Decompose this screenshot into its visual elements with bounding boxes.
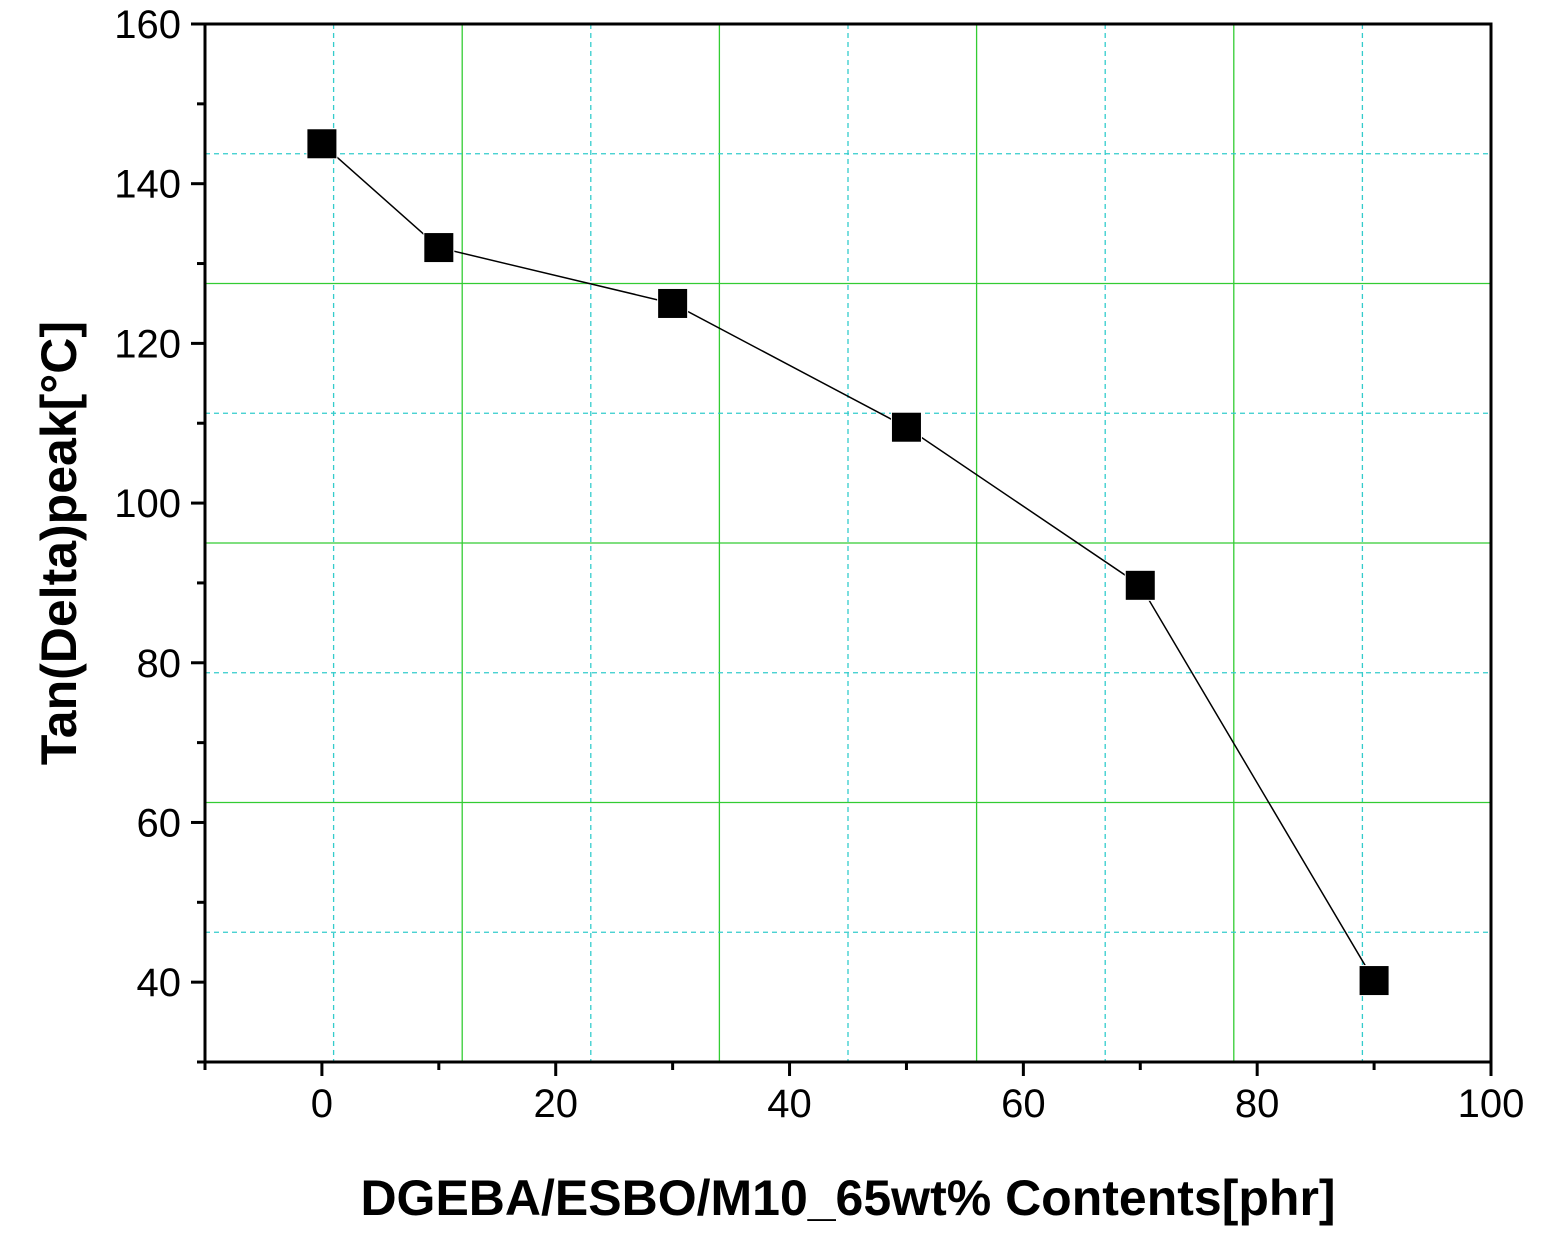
data-point-marker <box>423 232 455 264</box>
data-point-marker <box>890 411 922 443</box>
x-tick-label: 60 <box>1001 1082 1046 1126</box>
x-axis-title: DGEBA/ESBO/M10_65wt% Contents[phr] <box>360 1170 1335 1226</box>
y-tick-label: 40 <box>137 961 182 1005</box>
series <box>306 128 1390 997</box>
y-tick-label: 60 <box>137 801 182 845</box>
grid <box>205 24 1491 1062</box>
y-tick-label: 100 <box>114 482 181 526</box>
y-tick-label: 140 <box>114 163 181 207</box>
x-tick-label: 20 <box>533 1082 578 1126</box>
series-line <box>321 143 1375 981</box>
data-point-marker <box>306 128 338 160</box>
x-tick-label: 100 <box>1458 1082 1525 1126</box>
y-tick-label: 160 <box>114 3 181 47</box>
x-tick-label: 0 <box>311 1082 333 1126</box>
y-tick-label: 80 <box>137 642 182 686</box>
x-tick-label: 40 <box>767 1082 812 1126</box>
tick-labels: 0 20 40 60 80 100 40 60 80 100 120 140 160 <box>114 3 1524 1126</box>
data-point-marker <box>1358 965 1390 997</box>
y-axis-title: Tan(Delta)peak[°C] <box>31 321 87 765</box>
x-tick-label: 80 <box>1235 1082 1280 1126</box>
plot-frame <box>203 22 1493 1064</box>
data-point-marker <box>657 287 689 319</box>
axes <box>191 22 1493 1076</box>
data-point-marker <box>1124 569 1156 601</box>
y-tick-label: 120 <box>114 322 181 366</box>
